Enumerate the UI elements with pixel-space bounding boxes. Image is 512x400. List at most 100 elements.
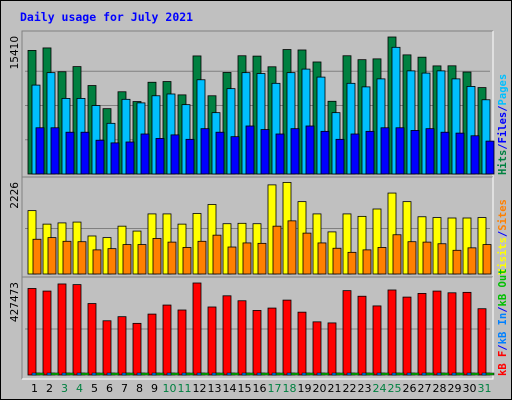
day-label: 6: [106, 382, 113, 395]
bar-kb-f: [342, 290, 352, 376]
bar-sites: [257, 242, 267, 275]
bar-kb-f: [132, 322, 142, 376]
bar-pages: [245, 125, 255, 175]
bar-visits: [402, 201, 412, 275]
bar-kb-out: [185, 372, 195, 376]
bar-kb-out: [380, 372, 390, 376]
bar-sites: [482, 244, 492, 275]
bar-kb-f: [357, 295, 367, 376]
legend-item: Pages: [497, 74, 509, 106]
bar-kb-out: [425, 372, 435, 376]
bar-pages: [335, 138, 345, 175]
bar-pages: [140, 133, 150, 175]
day-label: 3: [61, 382, 68, 395]
bar-pages: [65, 131, 75, 175]
bar-pages: [350, 133, 360, 175]
bar-pages: [470, 135, 480, 175]
y-max-label: 15410: [9, 36, 21, 69]
bar-kb-out: [350, 372, 360, 376]
bar-kb-out: [275, 372, 285, 376]
day-label: 13: [208, 382, 222, 395]
bar-kb-f: [222, 295, 232, 376]
bar-pages: [320, 130, 330, 175]
bar-kb-out: [320, 372, 330, 376]
bar-sites: [92, 249, 102, 275]
day-label: 31: [478, 382, 492, 395]
day-label: 16: [253, 382, 267, 395]
bar-pages: [215, 131, 225, 175]
bar-pages: [275, 133, 285, 175]
bar-pages: [455, 132, 465, 175]
bar-kb-f: [192, 282, 202, 376]
bar-sites: [422, 241, 432, 275]
day-label: 12: [193, 382, 207, 395]
day-label: 1: [31, 382, 38, 395]
bar-kb-out: [125, 372, 135, 376]
legend-item: /: [497, 231, 509, 237]
bar-kb-out: [395, 372, 405, 376]
bar-kb-out: [335, 372, 345, 376]
bar-kb-f: [252, 310, 262, 376]
bar-pages: [200, 128, 210, 175]
bar-kb-out: [95, 372, 105, 376]
day-label: 22: [343, 382, 357, 395]
bar-sites: [62, 240, 72, 275]
bar-kb-f: [447, 292, 457, 376]
bar-kb-f: [207, 306, 217, 376]
bar-kb-f: [42, 290, 52, 376]
bar-kb-f: [372, 305, 382, 376]
bar-kb-out: [200, 372, 210, 376]
bar-kb-f: [432, 290, 442, 376]
day-label: 10: [163, 382, 177, 395]
legend-item: kB F: [497, 351, 509, 376]
bar-sites: [227, 246, 237, 275]
day-label: 19: [298, 382, 312, 395]
bar-sites: [437, 243, 447, 275]
bar-kb-f: [147, 313, 157, 376]
bar-pages: [365, 130, 375, 175]
bar-kb-f: [387, 289, 397, 376]
bar-sites: [137, 244, 147, 275]
bar-pages: [305, 125, 315, 175]
bar-sites: [77, 241, 87, 275]
bar-sites: [467, 247, 477, 275]
bar-sites: [242, 242, 252, 275]
bar-sites: [167, 241, 177, 275]
bar-kb-f: [462, 291, 472, 376]
bar-kb-out: [230, 372, 240, 376]
bar-kb-f: [72, 284, 82, 376]
bar-sites: [287, 220, 297, 275]
day-label: 26: [403, 382, 417, 395]
bar-kb-f: [477, 308, 487, 376]
legend-kbytes: kB F/kB In/kB Out: [497, 269, 509, 377]
day-label: 8: [136, 382, 143, 395]
bar-kb-f: [102, 320, 112, 376]
bar-kb-out: [170, 372, 180, 376]
bar-kb-f: [162, 304, 172, 376]
bar-sites: [302, 232, 312, 275]
bar-visits: [372, 208, 382, 275]
day-label: 5: [91, 382, 98, 395]
legend-item: /: [497, 105, 509, 111]
legend-item: kB Out: [497, 269, 509, 307]
bar-pages: [80, 131, 90, 175]
bar-sites: [407, 241, 417, 275]
bar-pages: [95, 139, 105, 175]
bar-kb-out: [410, 372, 420, 376]
y-max-label: 427473: [9, 282, 21, 322]
bar-kb-out: [290, 372, 300, 376]
bar-kb-out: [485, 372, 495, 376]
day-label: 17: [268, 382, 282, 395]
bar-kb-out: [140, 372, 150, 376]
legend-hits-files-pages: Hits/Files/Pages: [497, 74, 509, 175]
bar-kb-f: [237, 300, 247, 376]
bar-pages: [485, 140, 495, 175]
bar-kb-out: [80, 372, 90, 376]
legend-visits-sites: Visits/Sites: [497, 199, 509, 275]
bar-pages: [185, 138, 195, 175]
bar-sites: [32, 238, 42, 275]
bar-kb-f: [417, 293, 427, 376]
bar-sites: [362, 249, 372, 275]
day-label: 25: [388, 382, 402, 395]
